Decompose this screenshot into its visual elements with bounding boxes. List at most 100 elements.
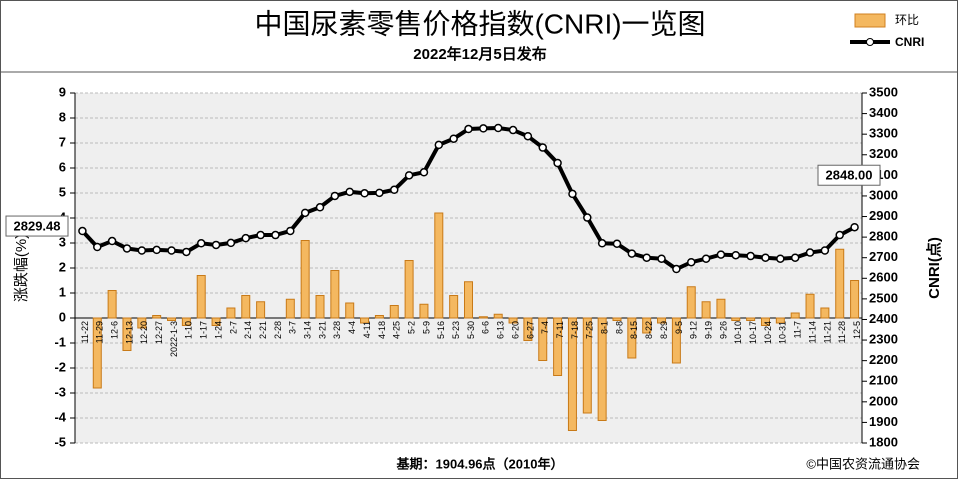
line-marker xyxy=(315,203,325,212)
bar xyxy=(449,295,459,319)
line-marker xyxy=(330,191,340,201)
x-tick-label: 8-29 xyxy=(659,321,669,339)
y-tick-label: -4 xyxy=(54,409,66,424)
bar xyxy=(582,317,592,414)
line-marker xyxy=(404,171,414,180)
y2-tick-label: 2400 xyxy=(869,311,898,326)
line-marker xyxy=(107,236,117,246)
line-marker xyxy=(835,230,844,240)
bar xyxy=(671,317,681,364)
line-marker xyxy=(731,250,741,260)
line-marker xyxy=(672,264,681,274)
x-tick-label: 11-28 xyxy=(837,321,847,343)
bar xyxy=(285,298,295,319)
y2-tick-label: 3000 xyxy=(869,187,898,202)
bar xyxy=(538,317,548,361)
x-tick-label: 5-9 xyxy=(421,321,431,334)
bar xyxy=(92,317,102,389)
line-marker xyxy=(716,250,726,259)
y2-tick-label: 2300 xyxy=(869,331,898,346)
source: ©中国农资流通协会 xyxy=(806,456,920,471)
bar xyxy=(686,286,696,319)
line-marker xyxy=(449,134,458,143)
bar xyxy=(315,295,325,319)
x-tick-label: 6-27 xyxy=(525,321,535,339)
x-tick-label: 7-25 xyxy=(585,321,595,339)
bar xyxy=(627,317,637,359)
bar xyxy=(805,293,815,319)
bar xyxy=(226,307,236,319)
bar xyxy=(478,316,488,319)
line-marker xyxy=(820,246,830,255)
x-tick-label: 1-24 xyxy=(213,321,223,339)
y2-tick-label: 2100 xyxy=(869,373,898,388)
bar xyxy=(434,212,444,319)
x-tick-label: 5-16 xyxy=(436,321,446,339)
line-marker xyxy=(167,246,176,255)
plot-area xyxy=(75,93,862,443)
line-marker xyxy=(761,253,770,262)
y-tick-label: 2 xyxy=(59,259,66,274)
x-tick-label: 6-6 xyxy=(481,321,491,334)
legend-label: CNRI xyxy=(895,35,924,49)
x-tick-label: 8-22 xyxy=(644,321,654,339)
bar xyxy=(137,317,147,329)
line-marker xyxy=(241,233,251,243)
x-tick-label: 4-11 xyxy=(362,321,372,338)
y2-tick-label: 3300 xyxy=(869,126,898,141)
bar xyxy=(389,305,399,319)
x-tick-label: 7-18 xyxy=(570,321,580,339)
bar xyxy=(612,317,622,321)
legend-label: 环比 xyxy=(895,13,919,27)
x-tick-label: 12-13 xyxy=(124,321,134,344)
y-axis-label: 涨跌幅(%) xyxy=(13,234,30,302)
line-marker xyxy=(538,143,547,152)
x-tick-label: 7-11 xyxy=(555,321,565,338)
value-label: 2848.00 xyxy=(826,168,873,183)
bar xyxy=(152,315,162,319)
line-marker xyxy=(597,239,607,248)
x-tick-label: 9-19 xyxy=(703,321,713,339)
line-marker xyxy=(390,185,399,195)
bar xyxy=(716,298,726,319)
x-tick-label: 11-22 xyxy=(80,321,90,343)
y-tick-label: 8 xyxy=(59,109,66,124)
line-marker xyxy=(553,158,562,168)
bar xyxy=(300,240,310,319)
line-marker xyxy=(300,208,310,218)
x-tick-label: 12-20 xyxy=(139,321,149,344)
line-marker xyxy=(612,239,622,248)
line-marker xyxy=(701,254,711,263)
line-marker xyxy=(627,249,637,258)
x-tick-label: 4-4 xyxy=(347,321,357,334)
x-tick-label: 4-18 xyxy=(377,321,387,339)
x-tick-label: 1-17 xyxy=(199,321,209,339)
bar xyxy=(404,260,414,319)
bar xyxy=(345,302,355,319)
x-tick-label: 8-8 xyxy=(614,321,624,334)
line-marker xyxy=(805,248,815,257)
line-marker xyxy=(523,131,533,141)
bar xyxy=(567,317,577,431)
x-tick-label: 12-6 xyxy=(109,321,119,339)
line-marker xyxy=(508,125,518,135)
line-marker xyxy=(464,124,473,134)
x-tick-label: 2022-1-3 xyxy=(169,321,179,357)
line-marker xyxy=(642,253,651,262)
line-marker xyxy=(479,124,488,133)
y-tick-label: -2 xyxy=(54,359,66,374)
line-marker xyxy=(568,189,577,199)
x-tick-label: 9-5 xyxy=(674,321,684,334)
y-tick-label: 7 xyxy=(59,134,66,149)
y-tick-label: 5 xyxy=(59,184,66,199)
y2-tick-label: 1800 xyxy=(869,434,898,449)
line-marker xyxy=(790,253,800,262)
line-marker xyxy=(137,246,147,255)
y2-tick-label: 3200 xyxy=(869,146,898,161)
bar xyxy=(464,281,473,319)
y-tick-label: 1 xyxy=(59,284,66,299)
y-tick-label: 0 xyxy=(59,309,66,324)
line-marker xyxy=(375,188,384,198)
x-tick-label: 6-20 xyxy=(510,321,520,339)
